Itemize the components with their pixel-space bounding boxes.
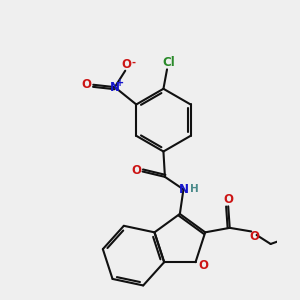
Text: O: O [131, 164, 141, 176]
Text: H: H [190, 184, 198, 194]
Text: O: O [82, 78, 92, 91]
Text: N: N [178, 183, 188, 196]
Text: +: + [116, 78, 124, 88]
Text: O: O [250, 230, 260, 243]
Text: O: O [122, 58, 131, 70]
Text: O: O [223, 193, 233, 206]
Text: N: N [110, 81, 120, 94]
Text: Cl: Cl [162, 56, 175, 69]
Text: -: - [132, 57, 136, 68]
Text: O: O [198, 259, 208, 272]
